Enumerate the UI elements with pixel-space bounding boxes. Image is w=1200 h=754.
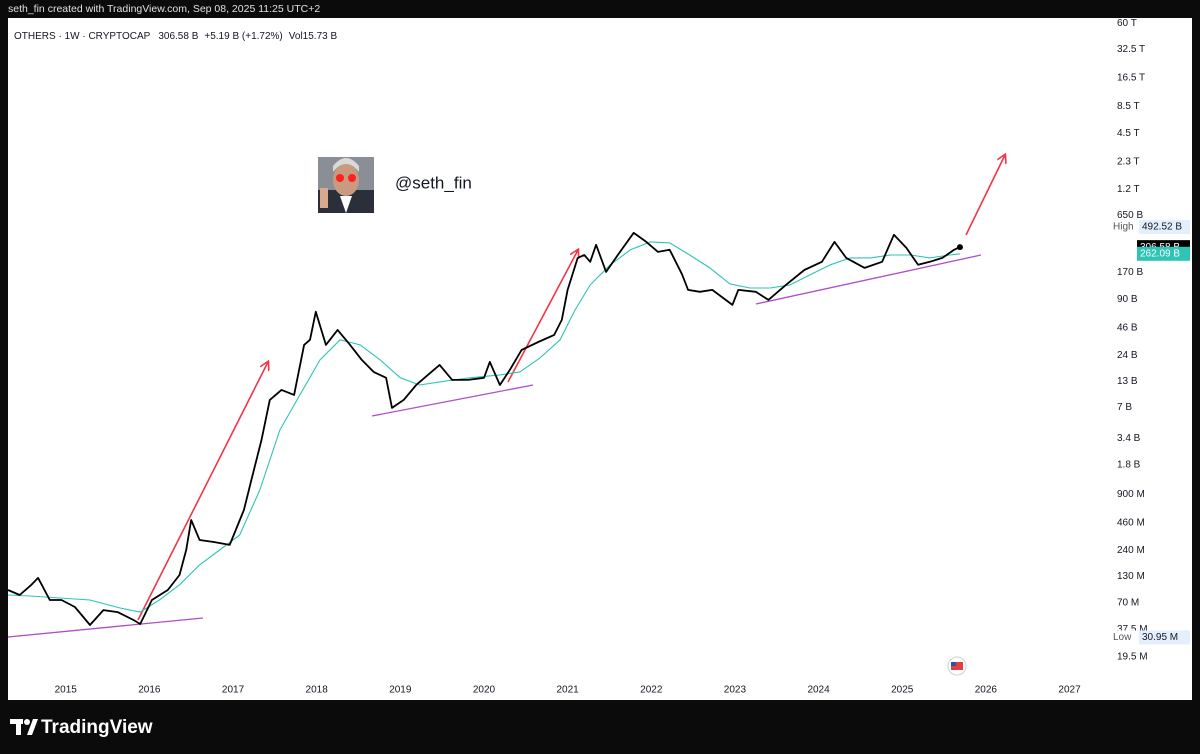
y-tick-label: 37.5 M bbox=[1117, 624, 1148, 635]
avatar bbox=[318, 157, 374, 213]
footer-brand: TradingView bbox=[41, 717, 153, 738]
price-tag-box bbox=[1137, 246, 1190, 261]
y-tick-label: 240 M bbox=[1117, 545, 1145, 556]
series-line bbox=[7, 231, 961, 626]
y-tick-label: 60 T bbox=[1117, 18, 1137, 29]
legend-last: 306.58 B bbox=[158, 31, 198, 42]
flag-icon bbox=[947, 656, 967, 676]
y-tick-label: 650 B bbox=[1117, 210, 1143, 221]
y-tick-label: 130 M bbox=[1117, 571, 1145, 582]
last-point bbox=[956, 244, 963, 251]
low-name-box bbox=[1111, 630, 1137, 645]
y-tick-label: 46 B bbox=[1117, 322, 1138, 333]
x-tick-label: 2027 bbox=[1058, 685, 1081, 696]
chart-area bbox=[8, 18, 1192, 700]
y-tick-label: 900 M bbox=[1117, 489, 1145, 500]
y-tick-label: 1.8 B bbox=[1117, 460, 1141, 471]
legend: OTHERS · 1W · CRYPTOCAP 306.58 B +5.19 B (… bbox=[14, 31, 337, 42]
low-name: Low bbox=[1113, 632, 1132, 643]
x-tick-label: 2017 bbox=[222, 685, 245, 696]
series-line bbox=[7, 241, 960, 613]
y-tick-label: 32.5 T bbox=[1117, 44, 1145, 55]
x-tick-label: 2015 bbox=[55, 685, 78, 696]
header-text: seth_fin created with TradingView.com, S… bbox=[8, 3, 320, 15]
y-tick-label: 170 B bbox=[1117, 267, 1143, 278]
x-tick-label: 2025 bbox=[891, 685, 914, 696]
trend-lines bbox=[7, 254, 982, 638]
high-label: 492.52 B bbox=[1142, 222, 1182, 233]
y-tick-label: 70 M bbox=[1117, 597, 1139, 608]
y-tick-label: 3.4 B bbox=[1117, 433, 1141, 444]
x-tick-label: 2024 bbox=[807, 685, 830, 696]
x-tick-label: 2026 bbox=[975, 685, 998, 696]
legend-symbol: OTHERS · 1W · CRYPTOCAP bbox=[14, 31, 151, 42]
price-tag-label: 262.09 B bbox=[1140, 248, 1180, 259]
x-tick-label: 2021 bbox=[556, 685, 579, 696]
legend-volume: Vol15.73 B bbox=[289, 31, 338, 42]
footer-logo bbox=[10, 719, 38, 735]
x-tick-label: 2016 bbox=[138, 685, 161, 696]
y-tick-label: 7 B bbox=[1117, 402, 1132, 413]
legend-change: +5.19 B (+1.72%) bbox=[204, 31, 282, 42]
y-tick-label: 13 B bbox=[1117, 376, 1138, 387]
x-tick-label: 2020 bbox=[473, 685, 496, 696]
low-label: 30.95 M bbox=[1142, 632, 1178, 643]
high-box bbox=[1139, 220, 1190, 235]
x-tick-label: 2022 bbox=[640, 685, 663, 696]
x-tick-label: 2019 bbox=[389, 685, 412, 696]
y-tick-label: 460 M bbox=[1117, 518, 1145, 529]
y-tick-label: 24 B bbox=[1117, 350, 1138, 361]
x-tick-label: 2018 bbox=[306, 685, 329, 696]
y-tick-label: 1.2 T bbox=[1117, 184, 1140, 195]
footer-bar bbox=[0, 700, 1200, 754]
y-tick-label: 8.5 T bbox=[1117, 101, 1140, 112]
x-tick-label: 2023 bbox=[724, 685, 747, 696]
y-tick-label: 19.5 M bbox=[1117, 652, 1148, 663]
y-tick-label: 4.5 T bbox=[1117, 128, 1140, 139]
y-tick-label: 90 B bbox=[1117, 294, 1138, 305]
low-box bbox=[1139, 630, 1190, 645]
arrows bbox=[137, 155, 1005, 621]
high-name: High bbox=[1113, 222, 1134, 233]
watermark: @seth_fin bbox=[395, 173, 472, 192]
high-name-box bbox=[1111, 220, 1137, 235]
y-tick-label: 2.3 T bbox=[1117, 156, 1140, 167]
y-tick-label: 16.5 T bbox=[1117, 73, 1145, 84]
